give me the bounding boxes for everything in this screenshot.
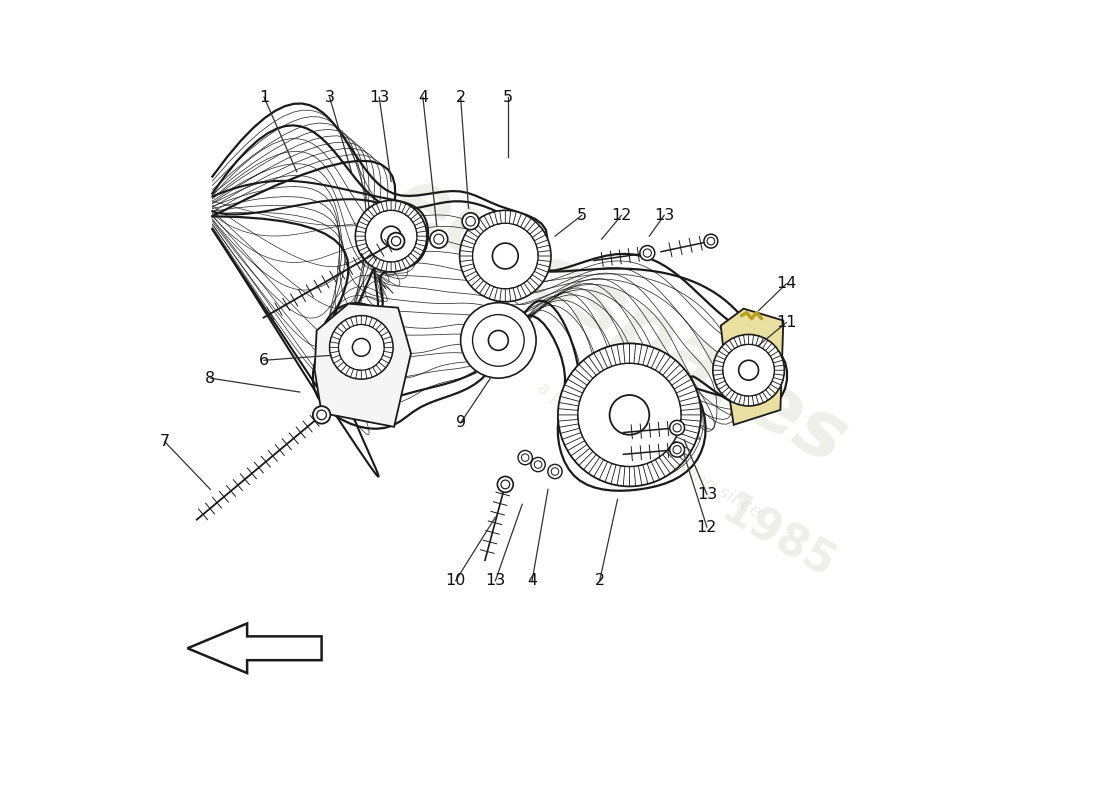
Circle shape	[460, 210, 551, 302]
Circle shape	[312, 406, 330, 424]
Text: 4: 4	[418, 90, 428, 105]
Circle shape	[707, 238, 715, 245]
Text: 11: 11	[777, 315, 796, 330]
Text: 1985: 1985	[714, 490, 843, 589]
Circle shape	[355, 200, 427, 272]
Circle shape	[644, 249, 651, 257]
Circle shape	[609, 395, 649, 434]
Circle shape	[382, 226, 402, 246]
Circle shape	[739, 360, 759, 380]
Circle shape	[535, 461, 542, 468]
Text: 9: 9	[455, 415, 465, 430]
Text: 12: 12	[612, 208, 631, 222]
Text: 14: 14	[777, 276, 796, 291]
Text: 10: 10	[446, 574, 465, 588]
Text: 5: 5	[503, 90, 514, 105]
Text: 13: 13	[485, 574, 506, 588]
Text: 6: 6	[258, 353, 270, 368]
Circle shape	[488, 330, 508, 350]
Circle shape	[518, 450, 532, 465]
Text: 12: 12	[696, 520, 717, 534]
Circle shape	[387, 233, 405, 250]
Circle shape	[392, 237, 400, 246]
Text: 7: 7	[160, 434, 169, 450]
Circle shape	[713, 334, 784, 406]
Circle shape	[330, 315, 393, 379]
Circle shape	[430, 230, 448, 248]
Circle shape	[531, 458, 546, 472]
Text: 13: 13	[696, 487, 717, 502]
Circle shape	[497, 477, 514, 492]
Text: 1: 1	[258, 90, 270, 105]
Circle shape	[670, 420, 684, 435]
Circle shape	[551, 468, 559, 475]
Circle shape	[493, 243, 518, 269]
Circle shape	[462, 213, 478, 230]
Text: 5: 5	[576, 208, 586, 222]
Text: 4: 4	[527, 574, 537, 588]
Text: 2: 2	[455, 90, 465, 105]
Text: 13: 13	[370, 90, 389, 105]
Polygon shape	[187, 623, 321, 673]
Circle shape	[433, 234, 443, 244]
Text: 3: 3	[324, 90, 334, 105]
Circle shape	[352, 338, 371, 356]
Circle shape	[317, 410, 327, 420]
Circle shape	[461, 302, 536, 378]
Polygon shape	[315, 304, 411, 427]
Circle shape	[521, 454, 529, 462]
Circle shape	[500, 480, 509, 489]
Text: a passion for motoring since: a passion for motoring since	[535, 378, 764, 522]
Circle shape	[640, 246, 654, 261]
Text: 2: 2	[595, 574, 605, 588]
Polygon shape	[720, 309, 783, 425]
Circle shape	[548, 464, 562, 478]
Circle shape	[670, 442, 684, 457]
Text: 8: 8	[206, 370, 216, 386]
Circle shape	[673, 446, 681, 454]
Text: eurospares: eurospares	[379, 159, 859, 482]
Circle shape	[704, 234, 718, 248]
Circle shape	[673, 424, 681, 432]
Circle shape	[465, 217, 475, 226]
Circle shape	[558, 343, 701, 486]
Text: 13: 13	[654, 208, 674, 222]
